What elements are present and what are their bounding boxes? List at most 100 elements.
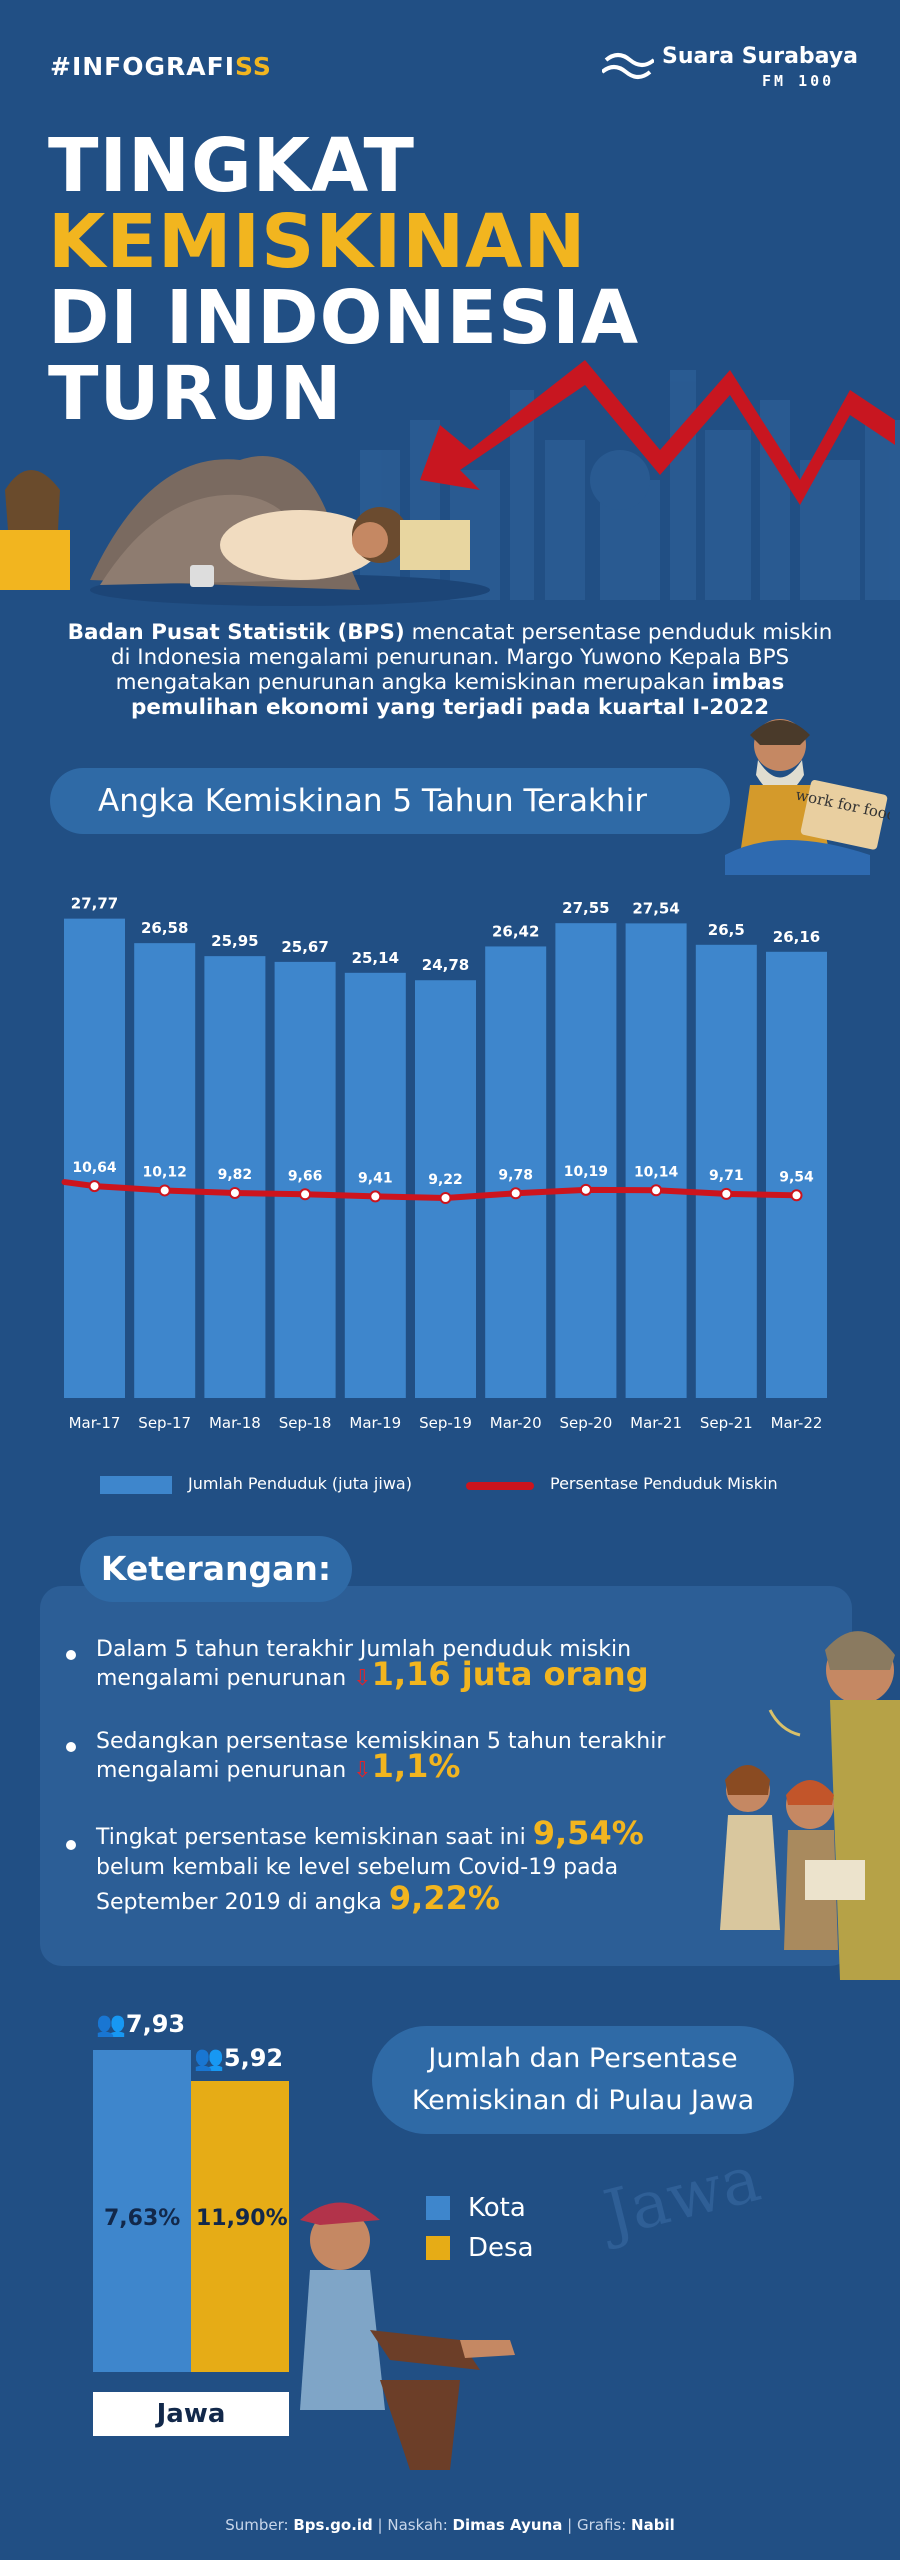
item3-value-a: 9,54%: [532, 1814, 644, 1852]
bullet-3: [66, 1840, 76, 1850]
line-value-label: 10,64: [72, 1160, 117, 1176]
item2-value: 1,1%: [371, 1747, 461, 1785]
jawa-kota-pct: 7,63%: [104, 2206, 181, 2231]
line-value-label: 9,41: [358, 1170, 393, 1186]
line-series: [61, 1179, 800, 1201]
x-tick-label: Sep-21: [700, 1414, 753, 1432]
legend-label-bar: Jumlah Penduduk (juta jiwa): [188, 1474, 412, 1493]
family-illustration: [720, 1631, 900, 1980]
bar: [695, 944, 757, 1398]
bullet-1: [66, 1650, 76, 1660]
line-value-label: 9,54: [779, 1169, 814, 1185]
line-point: [650, 1184, 663, 1197]
item1-value: 1,16 juta orang: [371, 1655, 649, 1693]
naskah-label: | Naskah:: [372, 2516, 453, 2534]
x-tick-label: Mar-18: [209, 1414, 261, 1432]
people-icon: 👥: [194, 2044, 224, 2072]
brand-name: Suara Surabaya: [662, 44, 859, 69]
source-label: Sumber:: [225, 2516, 294, 2534]
line-point: [509, 1187, 522, 1200]
grafis-value: Nabil: [631, 2516, 675, 2534]
infografis-tag: #INFOGRAFISS: [50, 52, 272, 81]
brand-sub: FM 100: [762, 72, 835, 90]
x-tick-label: Sep-18: [279, 1414, 332, 1432]
line-value-label: 9,22: [428, 1172, 463, 1188]
legend-kota-swatch: [426, 2196, 450, 2220]
x-tick-label: Mar-21: [630, 1414, 682, 1432]
x-tick-label: Mar-22: [771, 1414, 823, 1432]
item3-value-b: 9,22%: [388, 1879, 500, 1917]
jawa-kota-number: 7,93: [125, 2010, 186, 2038]
line-point: [158, 1184, 171, 1197]
source-value: Bps.go.id: [293, 2516, 373, 2534]
down-arrow-icon: ⇩: [353, 1758, 372, 1783]
bar: [64, 918, 125, 1398]
bar-value-label: 26,5: [708, 921, 745, 939]
bar: [485, 946, 547, 1398]
jawa-title-line-1: Jumlah dan Persentase: [428, 2043, 738, 2074]
title-line-2: KEMISKINAN: [48, 199, 587, 285]
bar-value-label: 25,67: [281, 938, 328, 956]
line-point: [720, 1187, 733, 1200]
bar: [415, 980, 476, 1398]
bar-value-label: 26,58: [141, 919, 188, 937]
people-illustration: [0, 456, 490, 606]
x-tick-label: Mar-20: [490, 1414, 542, 1432]
item3-text-b: belum kembali ke level sebelum Covid-19 …: [96, 1855, 619, 1915]
chart-title: Angka Kemiskinan 5 Tahun Terakhir: [50, 768, 730, 834]
jawa-watermark: Jawa: [597, 2142, 768, 2252]
trend-down-arrow: [420, 360, 895, 505]
grafis-label: | Grafis:: [562, 2516, 632, 2534]
legend-desa-swatch: [426, 2236, 450, 2260]
down-arrow-icon: ⇩: [353, 1666, 372, 1691]
line-value-label: 10,19: [564, 1164, 608, 1180]
line-value-label: 9,71: [709, 1168, 744, 1184]
x-tick-label: Mar-19: [349, 1414, 401, 1432]
line-point: [579, 1183, 592, 1196]
x-tick-label: Sep-20: [560, 1414, 613, 1432]
intro-text: mencatat persentase penduduk miskin di I…: [110, 620, 833, 695]
brand-logo-icon: [602, 53, 654, 79]
jawa-title: Jumlah dan Persentase Kemiskinan di Pula…: [372, 2026, 794, 2134]
bar-value-label: 27,77: [71, 895, 118, 913]
jawa-axis-label: Jawa: [93, 2392, 289, 2436]
line-point: [228, 1186, 241, 1199]
line-point: [790, 1189, 803, 1202]
bar: [204, 956, 266, 1398]
jawa-desa-value: 👥5,92: [194, 2044, 283, 2072]
keterangan-item-1: Dalam 5 tahun terakhir Jumlah penduduk m…: [96, 1638, 696, 1691]
poverty-chart: 27,77 Mar-17 26,58 Sep-17 25,95 Mar-18 25,67 Se…: [61, 895, 827, 1432]
beggar-illustration: work for food: [725, 719, 890, 875]
bullet-2: [66, 1742, 76, 1752]
legend-label-line: Persentase Penduduk Miskin: [550, 1474, 778, 1493]
line-point: [299, 1188, 312, 1201]
bar-value-label: 25,95: [211, 932, 258, 950]
tag-accent: SS: [235, 52, 272, 81]
jawa-title-line-2: Kemiskinan di Pulau Jawa: [411, 2085, 755, 2116]
bar: [134, 943, 196, 1398]
bar: [344, 972, 406, 1398]
x-tick-label: Sep-19: [419, 1414, 472, 1432]
line-value-label: 9,78: [498, 1167, 533, 1183]
jawa-kota-value: 👥7,93: [96, 2010, 185, 2038]
jawa-desa-pct: 11,90%: [196, 2206, 288, 2231]
item1-text: Dalam 5 tahun terakhir Jumlah penduduk m…: [96, 1637, 632, 1691]
sitting-man-illustration: [300, 2202, 515, 2470]
hero-illustration: [0, 360, 900, 606]
item3-text-a: Tingkat persentase kemiskinan saat ini: [96, 1825, 526, 1850]
legend-swatch-line: [466, 1482, 534, 1490]
jawa-bar-desa: [191, 2081, 289, 2372]
people-icon: 👥: [96, 2010, 126, 2038]
tag-prefix: #INFOGRAFI: [50, 52, 235, 81]
bar: [274, 961, 336, 1398]
line-value-label: 10,14: [634, 1164, 679, 1180]
naskah-value: Dimas Ayuna: [452, 2516, 563, 2534]
jawa-bar-kota: [93, 2050, 191, 2372]
bar-value-label: 24,78: [422, 956, 469, 974]
bar-value-label: 27,54: [632, 899, 679, 917]
intro-paragraph: Badan Pusat Statistik (BPS) mencatat per…: [60, 620, 840, 720]
bar: [625, 923, 687, 1398]
bar-value-label: 25,14: [352, 949, 399, 967]
title-line-1: TINGKAT: [48, 123, 416, 209]
line-value-label: 9,66: [288, 1168, 323, 1184]
